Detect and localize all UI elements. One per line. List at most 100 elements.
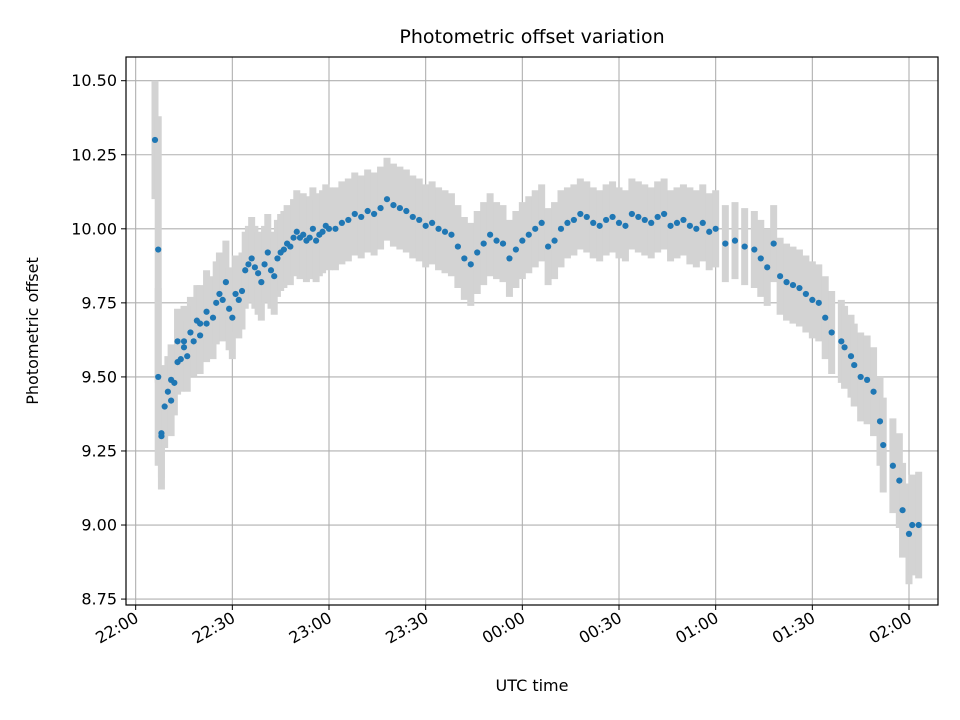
data-point — [338, 219, 345, 226]
data-point — [300, 231, 307, 238]
data-point — [661, 210, 668, 218]
data-point — [274, 255, 281, 262]
y-axis-ticks: 8.75 9.00 9.25 9.50 9.75 10.00 10.25 10.50 — [71, 71, 126, 609]
data-point — [590, 219, 597, 226]
data-point — [583, 213, 590, 221]
data-point — [622, 222, 629, 229]
data-point — [809, 296, 816, 303]
data-point — [216, 290, 223, 298]
data-point — [261, 261, 268, 268]
data-point — [822, 314, 829, 321]
data-point — [648, 219, 655, 226]
data-point — [557, 225, 565, 232]
data-point — [841, 344, 848, 351]
data-point — [796, 284, 803, 292]
data-point — [615, 219, 623, 226]
y-tick-label: 9.50 — [81, 367, 117, 386]
data-point — [180, 338, 188, 345]
data-point — [545, 243, 552, 250]
data-point — [290, 234, 297, 241]
data-point — [851, 361, 858, 369]
data-point — [232, 290, 239, 298]
data-point — [467, 261, 474, 268]
data-point — [238, 287, 246, 295]
x-tick-label: 01:30 — [769, 608, 818, 648]
data-point — [635, 213, 642, 221]
data-point — [487, 231, 494, 238]
data-point — [448, 231, 455, 238]
data-point — [870, 388, 877, 395]
x-tick-label: 22:30 — [189, 608, 238, 648]
data-point — [390, 202, 397, 209]
data-point — [251, 264, 258, 271]
data-point — [168, 397, 175, 404]
data-point — [409, 213, 416, 221]
data-point — [499, 240, 507, 247]
data-point — [577, 210, 584, 218]
data-point — [306, 234, 313, 241]
data-point — [654, 213, 661, 221]
data-point — [667, 222, 674, 229]
data-point — [293, 228, 300, 235]
data-point — [161, 403, 168, 410]
data-point — [915, 521, 922, 529]
data-point — [422, 222, 429, 229]
data-point — [609, 213, 616, 221]
data-point — [686, 222, 693, 229]
data-point — [209, 314, 217, 321]
data-point — [197, 332, 204, 339]
data-point — [358, 213, 365, 221]
data-point — [203, 320, 210, 327]
data-point — [751, 246, 758, 253]
data-point — [190, 338, 197, 345]
data-point — [551, 237, 558, 244]
data-point — [712, 225, 719, 232]
data-point — [416, 216, 423, 224]
data-point — [351, 210, 358, 218]
data-point — [242, 267, 249, 274]
data-point — [899, 507, 906, 514]
data-point — [332, 225, 339, 232]
data-point — [783, 279, 790, 286]
data-point — [896, 477, 903, 484]
data-point — [174, 338, 181, 345]
x-tick-label: 02:00 — [866, 608, 915, 648]
data-points — [151, 136, 922, 538]
data-point — [267, 267, 275, 274]
data-point — [596, 222, 603, 229]
data-point — [158, 430, 165, 437]
y-tick-label: 10.50 — [71, 71, 117, 90]
data-point — [673, 219, 681, 226]
y-tick-label: 9.75 — [81, 293, 117, 312]
data-point — [203, 308, 210, 315]
data-point — [197, 320, 204, 327]
data-point — [396, 204, 403, 212]
data-point — [828, 329, 835, 336]
x-axis-title: UTC time — [496, 676, 569, 695]
data-point — [764, 264, 771, 271]
data-point — [857, 373, 864, 381]
data-point — [838, 338, 845, 345]
data-point — [706, 228, 713, 235]
chart-title: Photometric offset variation — [399, 26, 664, 48]
data-point — [213, 299, 220, 306]
data-point — [435, 225, 442, 232]
data-point — [371, 210, 378, 218]
data-point — [493, 237, 500, 244]
data-point — [313, 237, 320, 244]
data-point — [184, 353, 191, 360]
y-tick-label: 9.25 — [81, 441, 117, 460]
data-point — [229, 314, 236, 321]
data-point — [345, 216, 352, 224]
data-point — [815, 299, 822, 306]
data-point — [519, 237, 526, 244]
data-point — [538, 219, 545, 226]
data-point — [525, 231, 532, 238]
data-point — [271, 273, 278, 280]
data-point — [441, 228, 449, 235]
data-point — [287, 243, 294, 250]
data-point — [847, 353, 855, 360]
data-point — [151, 136, 159, 144]
data-point — [628, 210, 635, 218]
data-point — [741, 243, 748, 250]
